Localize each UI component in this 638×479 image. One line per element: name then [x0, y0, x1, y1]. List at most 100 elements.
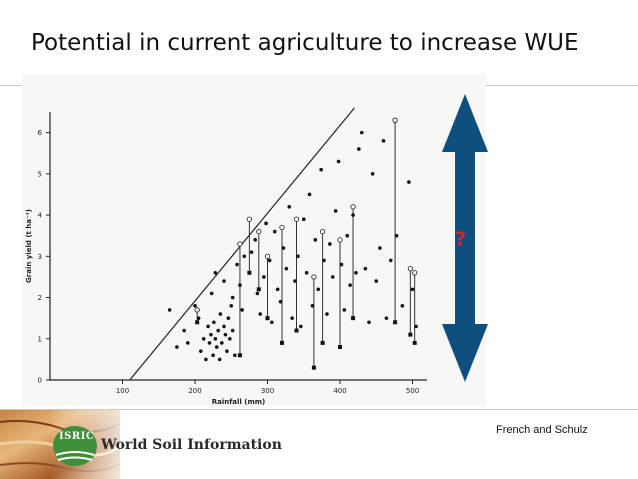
data-point [242, 254, 247, 259]
logo-text: ISRIC [59, 431, 95, 442]
data-point [175, 345, 179, 349]
range-max-marker [194, 307, 200, 313]
data-point [218, 312, 223, 316]
data-point [330, 275, 335, 279]
data-point [357, 147, 361, 151]
range-min-marker [408, 332, 413, 337]
data-point [310, 303, 315, 308]
data-point [407, 180, 411, 184]
data-point [272, 229, 277, 234]
data-point [211, 353, 215, 358]
data-point [230, 295, 235, 300]
organization-name: World Soil Information [101, 437, 282, 453]
y-tick-label: 6 [38, 129, 43, 137]
data-point [381, 139, 386, 143]
data-point [264, 221, 268, 226]
range-min-marker [237, 353, 242, 358]
data-point [196, 316, 201, 320]
isric-logo [53, 426, 97, 466]
data-point [284, 266, 289, 271]
range-min-marker [320, 340, 325, 345]
x-tick-label: 200 [188, 387, 201, 395]
x-axis-label: Rainfall (mm) [212, 398, 266, 406]
data-point [209, 332, 213, 337]
data-point [228, 336, 232, 341]
slide-title: Potential in current agriculture to incr… [31, 30, 579, 56]
data-point [351, 213, 355, 217]
question-mark: ? [455, 228, 467, 250]
data-point [182, 328, 186, 333]
data-point [270, 320, 274, 325]
range-max-marker [412, 270, 418, 276]
range-max-marker [392, 117, 398, 123]
data-point [214, 345, 219, 349]
data-point [167, 308, 172, 312]
data-point [307, 192, 312, 197]
data-point [233, 353, 237, 358]
data-point [229, 303, 234, 308]
data-point [301, 217, 306, 221]
data-point [223, 332, 228, 337]
range-min-marker [294, 328, 299, 333]
range-min-marker [393, 320, 398, 325]
data-point [367, 320, 371, 325]
range-max-marker [256, 228, 262, 235]
data-point [204, 357, 208, 362]
data-point [336, 159, 341, 164]
y-tick-label: 1 [38, 335, 42, 343]
data-point [201, 336, 206, 341]
data-point [220, 341, 224, 345]
range-min-marker [412, 340, 417, 345]
data-point [378, 246, 382, 250]
data-point [313, 238, 318, 242]
data-point [216, 328, 220, 333]
x-tick-label: 300 [261, 387, 274, 395]
data-point [230, 328, 235, 333]
range-min-marker [280, 340, 284, 345]
data-point [258, 312, 263, 316]
range-max-marker [264, 253, 271, 259]
data-point [213, 336, 218, 341]
data-point [319, 167, 323, 172]
data-point [354, 271, 358, 275]
data-point [278, 299, 283, 304]
range-max-marker [337, 237, 343, 243]
y-tick-label: 0 [38, 377, 42, 385]
y-tick-label: 5 [38, 170, 42, 178]
range-min-marker [195, 320, 200, 325]
data-point [370, 172, 375, 176]
data-point [209, 291, 214, 296]
data-point [342, 308, 347, 312]
range-min-marker [256, 287, 261, 292]
data-point [290, 316, 294, 320]
data-point [316, 287, 321, 292]
data-point [333, 209, 338, 213]
data-point [212, 320, 216, 325]
data-point [374, 279, 379, 283]
data-point [328, 242, 332, 246]
data-point [348, 283, 352, 287]
range-max-marker [407, 266, 413, 272]
data-point [388, 258, 393, 263]
data-point [255, 291, 260, 296]
range-min-marker [338, 345, 342, 350]
data-point [217, 357, 222, 362]
range-max-marker [319, 228, 326, 235]
data-point [304, 271, 309, 275]
y-axis-label: Grain yield (t ha⁻¹) [25, 209, 33, 283]
data-point [345, 233, 350, 238]
range-max-marker [237, 241, 243, 247]
data-point [394, 233, 399, 238]
scatter-chart: 100 200 300 400 500 0 1 2 3 4 5 6 Rainfall (mm) Grain… [25, 107, 427, 406]
data-point [235, 262, 239, 267]
data-point [281, 246, 286, 250]
range-max-marker [293, 216, 300, 222]
source-credit: French and Schulz [496, 424, 588, 436]
x-tick-label: 400 [333, 387, 346, 395]
data-point [222, 279, 226, 283]
data-point [262, 275, 266, 279]
y-tick-label: 3 [38, 253, 42, 261]
y-tick-label: 4 [38, 212, 43, 220]
data-point [296, 254, 300, 259]
data-point [240, 308, 244, 312]
